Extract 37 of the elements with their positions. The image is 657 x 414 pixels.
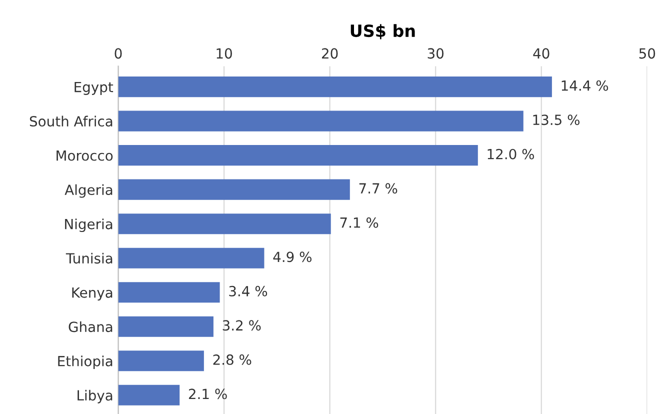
bar: [118, 110, 524, 132]
bar: [118, 145, 478, 166]
bar: [118, 214, 331, 234]
x-tick-label: 10: [216, 48, 232, 59]
bar: [118, 282, 220, 303]
annotation: 12.0 %: [488, 148, 534, 160]
annotation: 7.7 %: [359, 183, 398, 194]
annotation: 7.1 %: [340, 217, 378, 228]
x-tick-label: 40: [533, 48, 550, 59]
bar: [118, 179, 350, 200]
x-tick-label: 0: [114, 48, 122, 59]
y-tick-label: Tunisia: [66, 252, 112, 264]
y-tick-label: Ethiopia: [58, 356, 112, 370]
annotation: 3.4 %: [229, 286, 268, 296]
bar: [118, 316, 214, 337]
annotation: 4.9 %: [273, 252, 312, 262]
y-tick-label: Morocco: [56, 150, 113, 161]
x-tick-label: 50: [639, 48, 656, 59]
y-tick-label: Egypt: [74, 82, 114, 95]
bar: [118, 384, 180, 406]
x-tick-label: 20: [322, 48, 338, 59]
y-tick-label: Kenya: [72, 288, 112, 301]
y-tick-label: Algeria: [64, 184, 112, 198]
y-tick-label: Ghana: [68, 321, 112, 332]
bar: [118, 350, 204, 372]
annotation: 2.8 %: [213, 354, 252, 365]
annotation: 14.4 %: [562, 80, 608, 91]
x-tick-label: 30: [428, 48, 444, 59]
y-tick-label: Nigeria: [65, 218, 112, 232]
annotation: 3.2 %: [222, 320, 261, 331]
annotation: 2.1 %: [188, 388, 227, 400]
bar: [118, 76, 552, 98]
bar: [118, 248, 264, 268]
annotation: 13.5 %: [533, 114, 580, 126]
x-axis-title: US$ bn: [350, 24, 415, 40]
y-tick-label: Libya: [78, 390, 112, 404]
y-tick-label: South Africa: [30, 116, 112, 127]
